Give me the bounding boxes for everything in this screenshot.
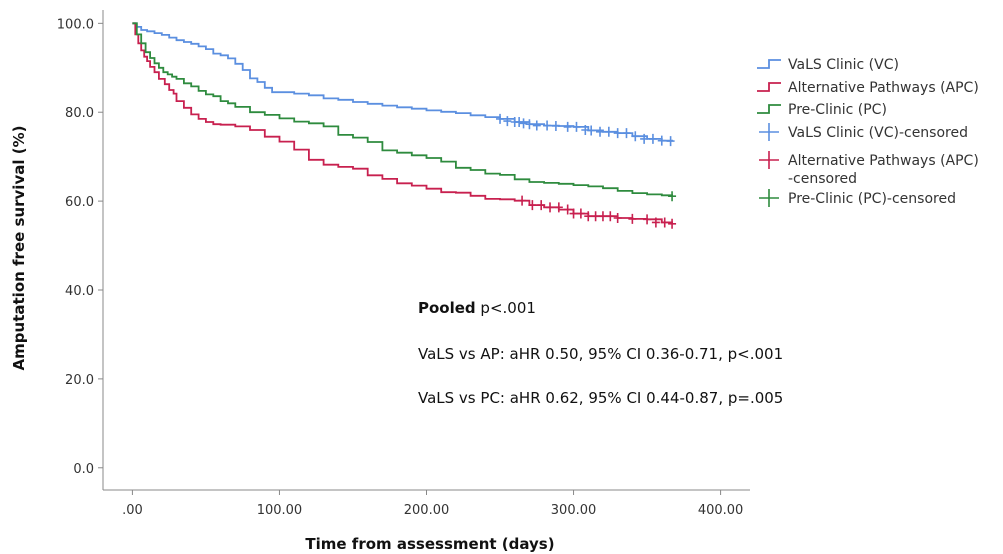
- legend-label: Alternative Pathways (APC): [788, 80, 979, 96]
- series-line-2: [132, 22, 673, 197]
- stats-annotation: Pooled p<.001 VaLS vs AP: aHR 0.50, 95% …: [418, 299, 783, 407]
- legend-cross-swatch: [759, 123, 779, 141]
- axes: [102, 10, 750, 491]
- legend-step-swatch: [757, 104, 781, 114]
- censor-mark: [551, 121, 560, 131]
- y-tick-label: 100.0: [57, 17, 94, 32]
- legend-step-swatch: [757, 59, 781, 69]
- x-tick-label: 300.00: [551, 503, 597, 518]
- censor-mark: [613, 213, 622, 223]
- x-axis-title: Time from assessment (days): [305, 535, 554, 553]
- censor-mark: [518, 195, 527, 206]
- pooled-label: Pooled: [418, 299, 476, 317]
- legend-label-cont: -censored: [788, 171, 857, 187]
- censor-mark: [648, 133, 657, 144]
- y-tick-label: 20.0: [65, 373, 94, 388]
- legend-label: Pre-Clinic (PC)-censored: [788, 191, 956, 207]
- censor-mark: [596, 126, 605, 137]
- censor-mark: [640, 133, 649, 144]
- censor-mark: [622, 128, 631, 139]
- censor-mark: [598, 211, 607, 222]
- censor-mark: [651, 217, 660, 228]
- legend-step-swatch: [757, 82, 781, 92]
- censor-mark: [572, 121, 581, 132]
- censor-mark: [606, 211, 615, 222]
- censor-mark: [525, 119, 534, 130]
- y-ticks: 0.0 20.0 40.0 60.0 80.0 100.0: [57, 17, 103, 477]
- censor-mark: [563, 204, 572, 215]
- y-tick-label: 40.0: [65, 284, 94, 299]
- vals-vs-pc-annotation: VaLS vs PC: aHR 0.62, 95% CI 0.44-0.87, …: [418, 389, 783, 407]
- y-tick-label: 80.0: [65, 106, 94, 121]
- y-tick-label: 0.0: [73, 462, 94, 477]
- pooled-annotation: Pooled p<.001: [418, 299, 536, 317]
- x-tick-label: 400.00: [698, 503, 744, 518]
- censor-mark: [604, 126, 613, 137]
- legend-label: VaLS Clinic (VC)-censored: [788, 125, 968, 141]
- x-ticks: .00 100.00 200.00 300.00 400.00: [122, 490, 743, 518]
- censor-mark: [569, 208, 578, 219]
- censor-mark: [584, 211, 593, 222]
- censor-mark: [643, 214, 652, 225]
- censor-mark: [546, 202, 555, 213]
- censor-mark: [537, 200, 546, 211]
- censor-mark: [528, 200, 537, 211]
- censor-mark: [657, 135, 666, 146]
- legend-label: Pre-Clinic (PC): [788, 102, 887, 118]
- censor-mark: [668, 191, 677, 202]
- y-tick-label: 60.0: [65, 195, 94, 210]
- censor-mark: [576, 208, 585, 219]
- censor-mark: [613, 128, 622, 139]
- y-axis-title: Amputation free survival (%): [10, 126, 28, 371]
- censor-mark: [563, 121, 572, 132]
- x-tick-label: 100.00: [257, 503, 303, 518]
- series-line-0: [132, 22, 673, 142]
- censor-mark: [666, 136, 675, 147]
- legend-label: VaLS Clinic (VC): [788, 57, 899, 73]
- censor-mark: [660, 217, 669, 228]
- censor-mark: [532, 120, 541, 131]
- censor-mark: [628, 213, 637, 224]
- pooled-pvalue: p<.001: [476, 299, 536, 317]
- censor-mark: [515, 117, 524, 127]
- x-tick-label: .00: [122, 503, 143, 518]
- vals-vs-ap-annotation: VaLS vs AP: aHR 0.50, 95% CI 0.36-0.71, …: [418, 345, 783, 363]
- censor-mark: [503, 116, 512, 127]
- censor-mark: [587, 125, 596, 136]
- legend: VaLS Clinic (VC) Alternative Pathways (AP…: [757, 57, 979, 207]
- x-tick-label: 200.00: [404, 503, 450, 518]
- legend-label: Alternative Pathways (APC): [788, 153, 979, 169]
- censor-mark: [496, 113, 505, 124]
- censor-mark: [591, 211, 600, 222]
- legend-cross-swatch: [759, 151, 779, 169]
- series-layer: [132, 22, 677, 229]
- legend-cross-swatch: [759, 189, 779, 207]
- censor-mark: [631, 131, 640, 142]
- censor-mark: [668, 218, 677, 229]
- censor-mark: [543, 120, 552, 131]
- censor-mark: [554, 202, 563, 213]
- censor-mark: [519, 118, 528, 129]
